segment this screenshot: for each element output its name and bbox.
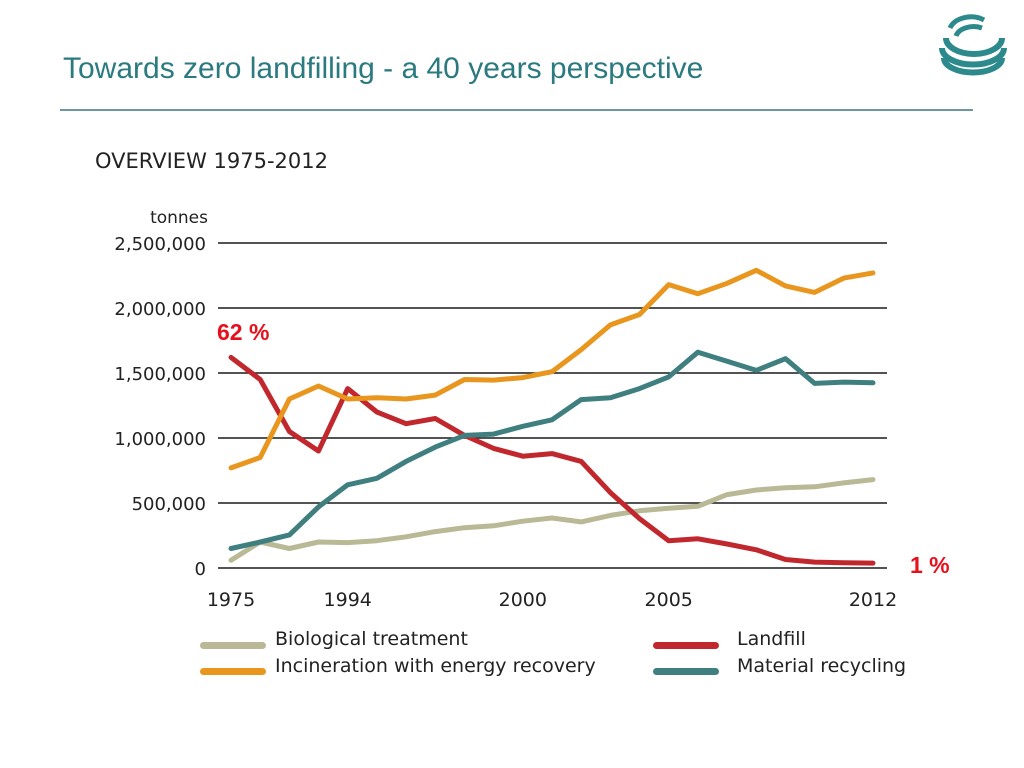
chart-title: OVERVIEW 1975-2012 [95,149,328,173]
annotation-1-percent: 1 % [910,552,950,578]
legend-swatch-landfill [653,642,719,649]
legend-label-material-recycling: Material recycling [737,655,907,677]
y-tick-label: 500,000 [132,494,206,515]
annotation-62-percent: 62 % [217,319,269,345]
x-tick-label: 2000 [499,589,547,611]
y-axis-unit-label: tonnes [150,208,208,228]
company-logo [939,14,1007,76]
x-tick-label: 2012 [849,589,897,611]
legend-swatch-incineration [200,668,266,675]
legend-label-landfill: Landfill [737,628,806,650]
legend-label-biological: Biological treatment [275,628,468,650]
series-line-landfill [228,354,876,566]
legend-label-incineration: Incineration with energy recovery [275,655,596,677]
legend-swatch-biological [200,642,266,649]
series-line-biological-treatment [228,477,876,563]
legend-swatch-material-recycling [653,668,719,675]
x-tick-label: 1975 [207,589,255,611]
y-tick-label: 2,000,000 [114,299,206,320]
title-divider [60,109,973,111]
slide-title: Towards zero landfilling - a 40 years pe… [63,52,704,85]
y-tick-label: 1,000,000 [114,429,206,450]
x-tick-label: 2005 [645,589,693,611]
y-tick-label: 2,500,000 [114,234,206,255]
series-line-incineration-with-energy-recovery [228,267,876,471]
series-line-material-recycling [228,349,876,551]
x-tick-label: 1994 [324,589,372,611]
y-tick-label: 1,500,000 [114,364,206,385]
y-tick-label: 0 [195,559,206,580]
